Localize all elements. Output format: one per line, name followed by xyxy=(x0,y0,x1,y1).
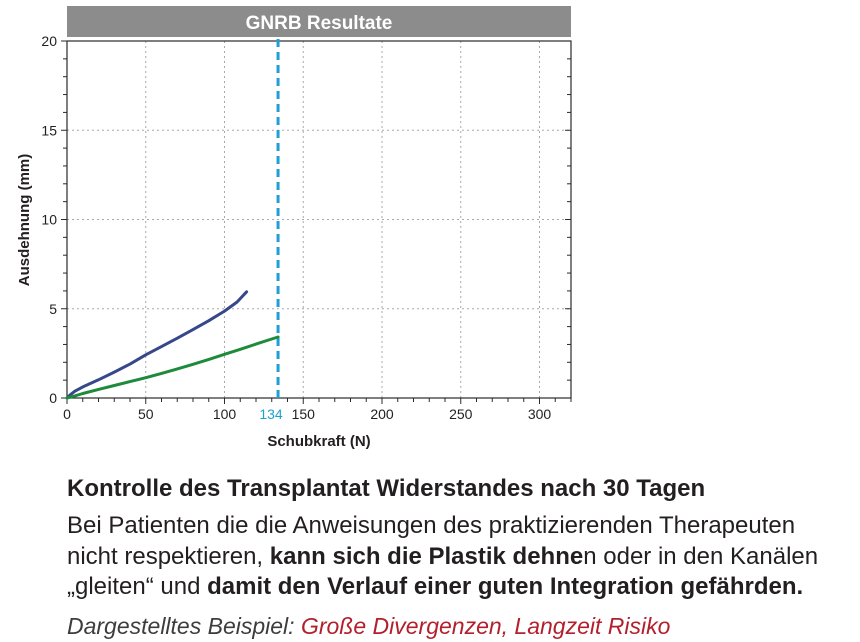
grid xyxy=(67,41,571,398)
y-tick-label: 5 xyxy=(49,301,57,317)
x-tick-label: 300 xyxy=(528,406,552,422)
summary-text: Kontrolle des Transplantat Widerstandes … xyxy=(67,474,818,640)
paragraph-text: nicht respektieren, xyxy=(67,542,270,570)
summary-paragraph: Bei Patienten die die Anweisungen des pr… xyxy=(67,511,818,603)
x-axis-label: Schubkraft (N) xyxy=(267,433,370,450)
summary-heading: Kontrolle des Transplantat Widerstandes … xyxy=(67,475,706,502)
y-axis-label: Ausdehnung (mm) xyxy=(16,154,33,287)
tick-marks xyxy=(61,40,572,404)
example-label: Dargestelltes Beispiel: xyxy=(67,612,301,639)
paragraph-emphasis: kann sich die Plastik dehne xyxy=(269,542,584,570)
paragraph-line: Bei Patienten die die Anweisungen des pr… xyxy=(67,511,818,542)
chart: GNRB Resultate 0 50 100 150 200 250 300 0 5 10 15 2… xyxy=(16,6,572,450)
series-group xyxy=(65,290,280,400)
y-tick-label: 0 xyxy=(49,390,57,406)
example-value: Große Divergenzen, Langzeit Risiko xyxy=(300,612,671,639)
chart-title: GNRB Resultate xyxy=(246,13,393,34)
x-tick-label: 0 xyxy=(63,406,71,422)
x-tick-label: 50 xyxy=(138,406,154,422)
x-tick-label: 100 xyxy=(213,406,237,422)
x-tick-label: 150 xyxy=(292,406,316,422)
tick-labels: 0 50 100 150 200 250 300 0 5 10 15 20 134 xyxy=(41,33,551,422)
paragraph-line: „gleiten“ und damit den Verlauf einer gu… xyxy=(67,572,818,603)
series-line-2 xyxy=(65,335,280,400)
paragraph-line: nicht respektieren, kann sich die Plasti… xyxy=(67,542,818,573)
y-tick-label: 15 xyxy=(41,122,57,138)
paragraph-text: „gleiten“ und xyxy=(67,573,208,600)
paragraph-emphasis: damit den Verlauf einer guten Integratio… xyxy=(207,573,804,600)
series-line-1 xyxy=(65,290,249,400)
example-line: Dargestelltes Beispiel: Große Divergenze… xyxy=(67,612,818,640)
chart-title-bar xyxy=(67,6,571,37)
x-tick-label: 200 xyxy=(370,406,394,422)
reference-line-label: 134 xyxy=(259,406,283,422)
paragraph-text: Bei Patienten die die Anweisungen des pr… xyxy=(67,512,796,539)
y-tick-label: 10 xyxy=(41,212,57,228)
y-tick-label: 20 xyxy=(41,33,57,49)
x-tick-label: 250 xyxy=(449,406,473,422)
paragraph-text: n oder in den Kanälen xyxy=(583,542,819,570)
